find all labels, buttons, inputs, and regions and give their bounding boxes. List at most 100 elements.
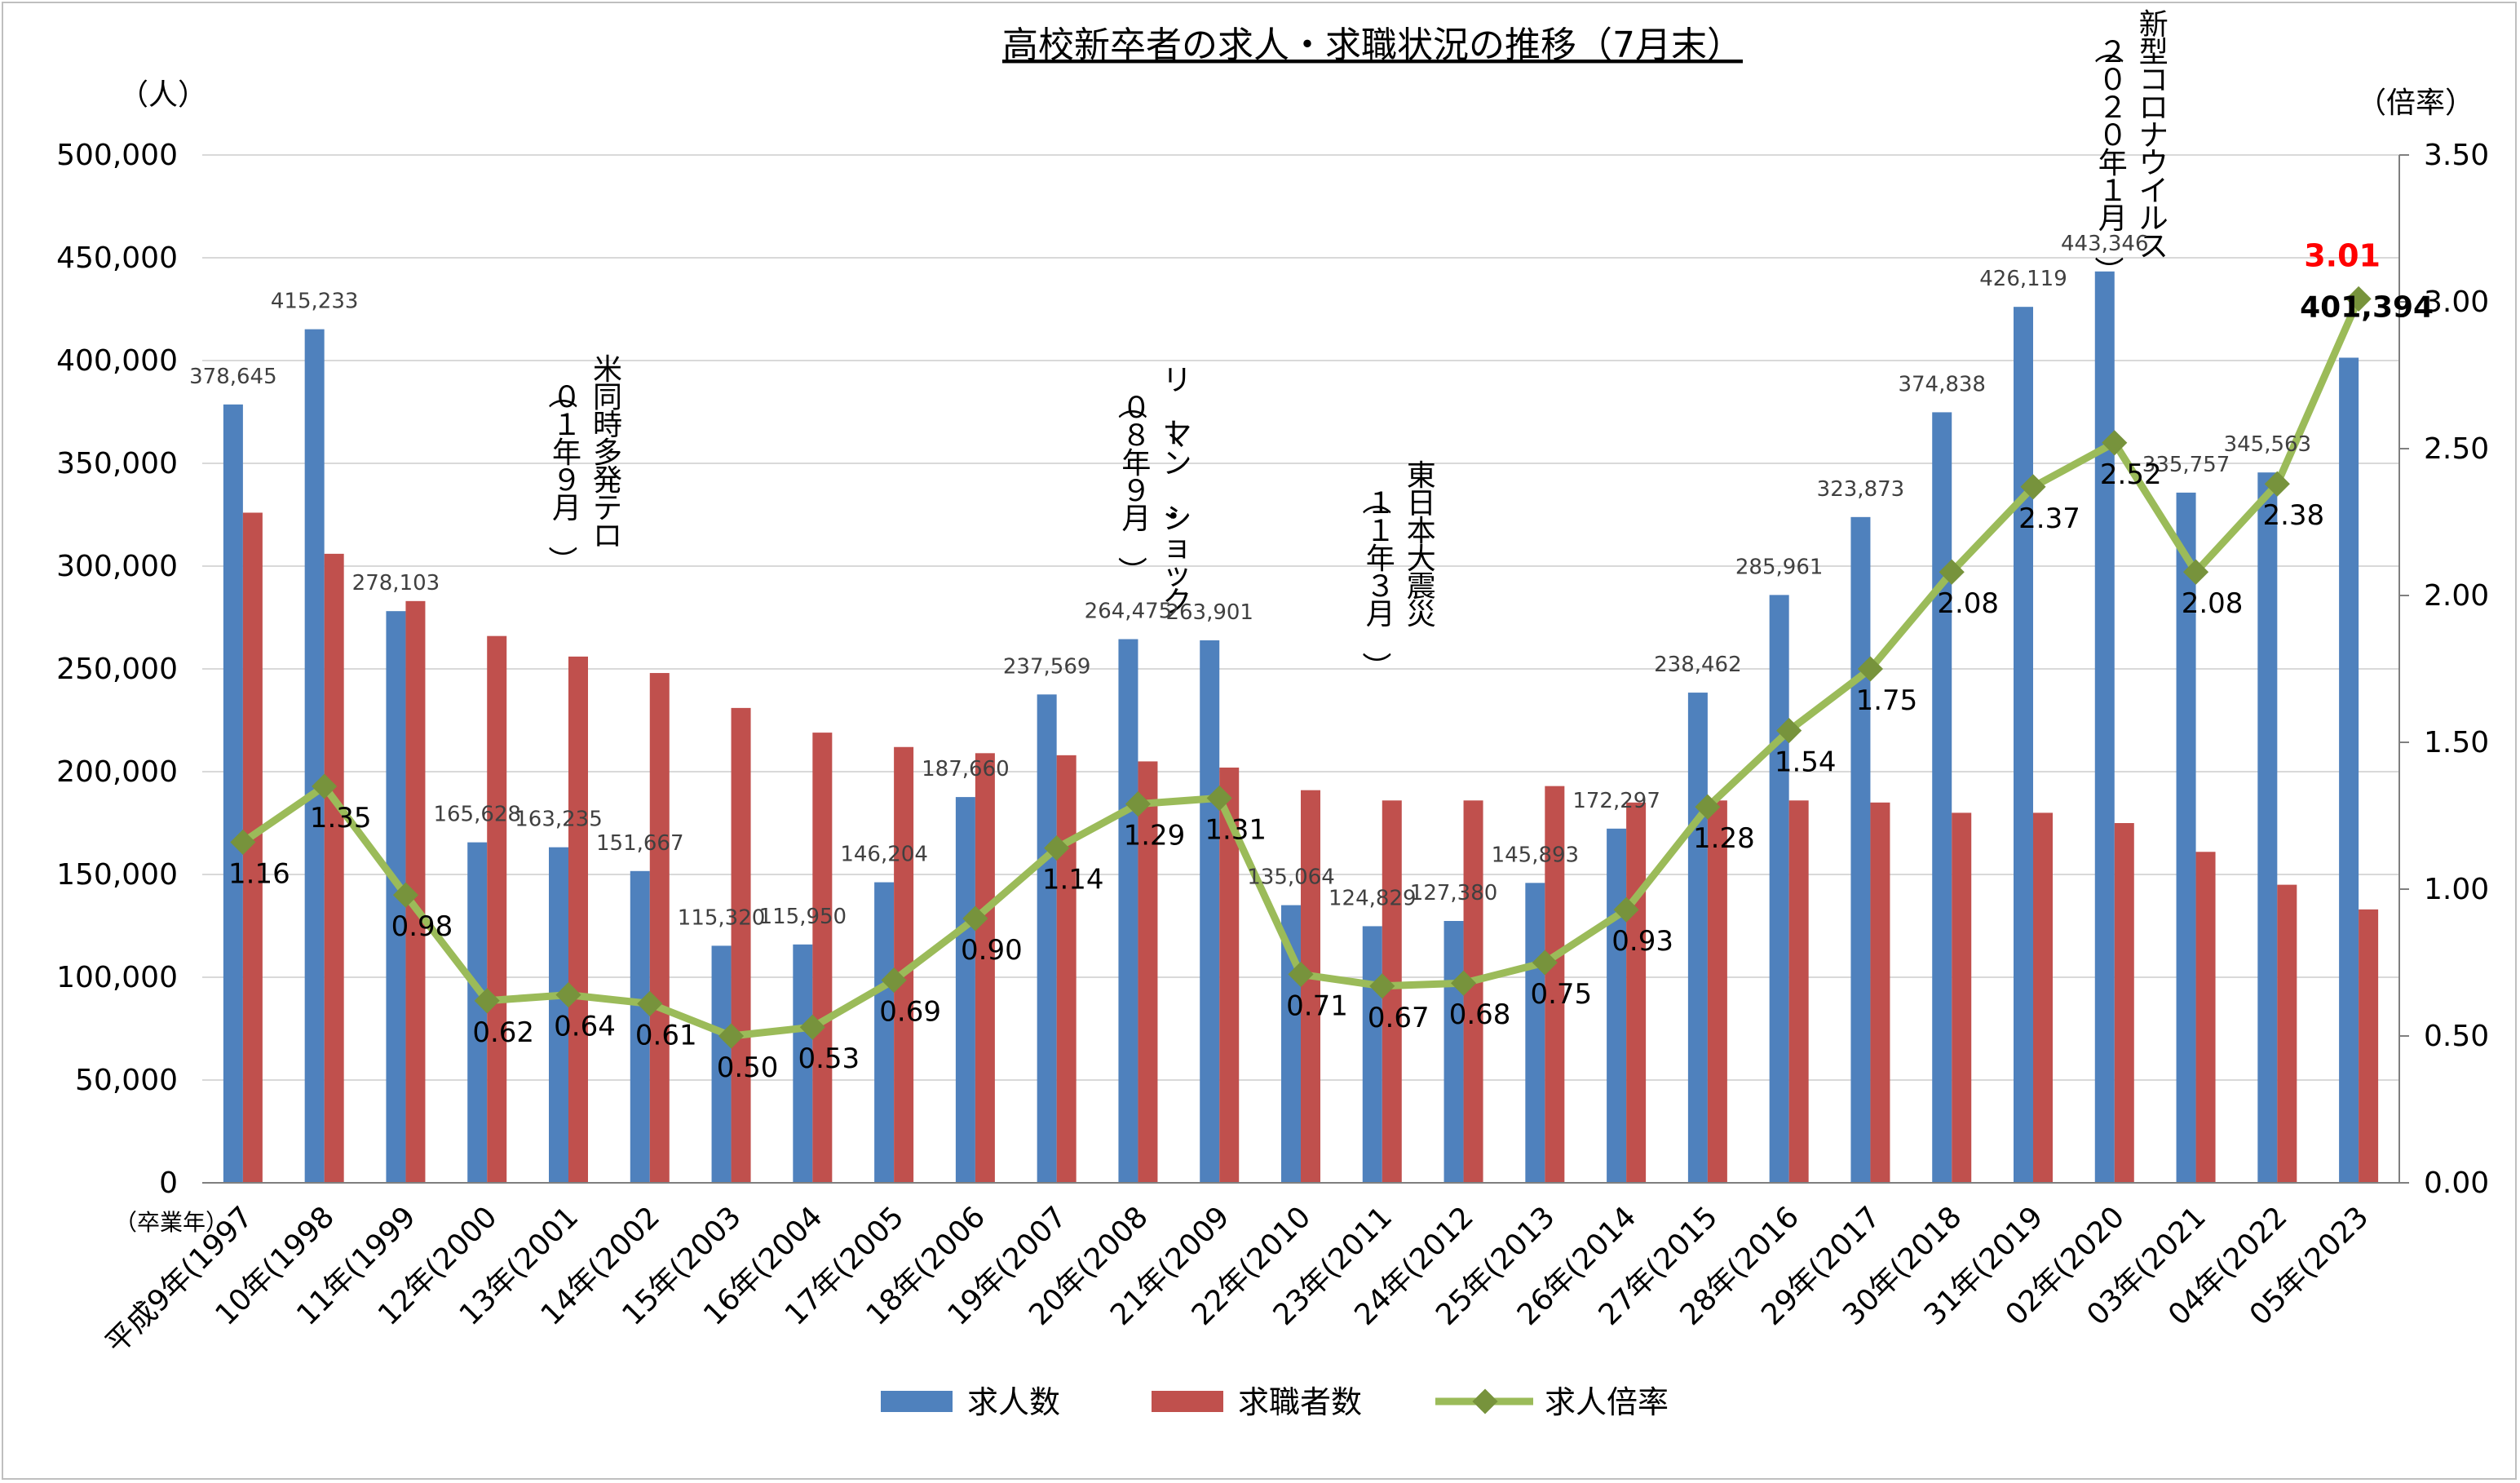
annotation-sub: （１１年３月） bbox=[1359, 485, 1395, 681]
bar-求職者数 bbox=[2033, 812, 2053, 1183]
bar-求人数 bbox=[711, 945, 732, 1183]
y-left-tick-label: 350,000 bbox=[56, 447, 178, 480]
bar-value-label: 124,829 bbox=[1329, 886, 1417, 910]
ratio-value-label: 2.08 bbox=[2182, 587, 2244, 620]
y-left-tick-label: 200,000 bbox=[56, 755, 178, 789]
bar-求職者数 bbox=[2277, 884, 2297, 1183]
bar-value-label: 415,233 bbox=[271, 290, 359, 314]
bar-求人数 bbox=[1118, 639, 1138, 1183]
bar-求人数 bbox=[1037, 694, 1057, 1183]
y-right-tick-label: 1.50 bbox=[2424, 726, 2489, 759]
bar-value-label: 278,103 bbox=[352, 571, 440, 595]
bar-求人数 bbox=[1200, 640, 1220, 1183]
bar-value-label: 323,873 bbox=[1817, 477, 1905, 502]
point-求人倍率 bbox=[1857, 656, 1884, 682]
x-axis-unit: （卒業年） bbox=[114, 1209, 228, 1236]
bar-value-label: 237,569 bbox=[1003, 654, 1091, 679]
bar-求人数 bbox=[1932, 412, 1952, 1184]
point-求人倍率 bbox=[881, 967, 907, 994]
point-求人倍率 bbox=[312, 773, 338, 799]
bar-value-label: 426,119 bbox=[1979, 267, 2067, 291]
y-left-tick-label: 100,000 bbox=[56, 961, 178, 994]
bar-求人数 bbox=[955, 797, 975, 1183]
ratio-value-label: 2.52 bbox=[2100, 458, 2162, 491]
ratio-value-label: 1.28 bbox=[1693, 822, 1755, 855]
bar-求職者数 bbox=[812, 733, 833, 1183]
ratio-value-label: 3.01 bbox=[2304, 237, 2381, 273]
annotation-text: リーマン・ショック bbox=[1155, 364, 1191, 619]
ratio-value-label: 0.61 bbox=[635, 1019, 697, 1051]
point-求人倍率 bbox=[2264, 471, 2290, 497]
bar-value-label: 151,667 bbox=[596, 831, 684, 856]
bar-求人数 bbox=[793, 944, 813, 1183]
y-left-tick-label: 450,000 bbox=[56, 241, 178, 275]
bar-求人数 bbox=[1443, 921, 1464, 1183]
bar-求人数 bbox=[2014, 307, 2033, 1183]
bar-求職者数 bbox=[2195, 852, 2216, 1183]
point-求人倍率 bbox=[1288, 961, 1314, 987]
bar-求人数 bbox=[2094, 271, 2115, 1183]
ratio-value-label: 0.50 bbox=[717, 1051, 779, 1084]
annotation-sub: （０８年９月） bbox=[1114, 390, 1151, 586]
ratio-value-label: 0.75 bbox=[1530, 978, 1592, 1011]
bar-求職者数 bbox=[2359, 909, 2379, 1183]
ratio-value-label: 0.71 bbox=[1286, 989, 1348, 1022]
point-求人倍率 bbox=[2182, 559, 2209, 585]
chart-title: 高校新卒者の求人・求職状況の推移（7月末） bbox=[1002, 24, 1743, 66]
ratio-value-label: 0.53 bbox=[798, 1043, 860, 1075]
ratio-value-label: 1.14 bbox=[1042, 864, 1104, 896]
bar-求人数 bbox=[630, 870, 650, 1183]
bar-value-label: 165,628 bbox=[433, 803, 521, 827]
ratio-value-label: 2.08 bbox=[1937, 587, 1999, 620]
point-求人倍率 bbox=[230, 829, 256, 855]
bar-求職者数 bbox=[1138, 761, 1158, 1183]
annotation-sub: （０１年９月） bbox=[545, 379, 581, 575]
ratio-value-label: 0.98 bbox=[391, 910, 453, 943]
bar-求職者数 bbox=[568, 656, 588, 1183]
bar-value-label: 335,757 bbox=[2142, 453, 2230, 477]
point-求人倍率 bbox=[1044, 835, 1070, 861]
ratio-value-label: 0.93 bbox=[1611, 925, 1673, 958]
point-求人倍率 bbox=[1613, 896, 1639, 923]
bar-求職者数 bbox=[2114, 823, 2134, 1183]
legend-label: 求人数 bbox=[967, 1384, 1060, 1420]
bar-value-label: 115,950 bbox=[759, 905, 847, 929]
point-求人倍率 bbox=[1532, 950, 1558, 976]
annotation-text: 新型コロナウイルス bbox=[2139, 8, 2169, 263]
bar-求人数 bbox=[1525, 883, 1545, 1183]
bar-求職者数 bbox=[1626, 802, 1647, 1183]
bar-value-label: 378,645 bbox=[189, 365, 277, 389]
ratio-value-label: 0.68 bbox=[1449, 998, 1511, 1031]
y-right-tick-label: 0.50 bbox=[2424, 1020, 2489, 1053]
legend-label: 求人倍率 bbox=[1545, 1384, 1669, 1420]
y-right-tick-label: 1.00 bbox=[2424, 873, 2489, 906]
bar-求人数 bbox=[1769, 595, 1789, 1183]
point-求人倍率 bbox=[1695, 794, 1721, 820]
bar-求人数 bbox=[1850, 516, 1871, 1183]
ratio-value-label: 1.31 bbox=[1205, 813, 1267, 846]
bar-value-label: 263,901 bbox=[1165, 600, 1253, 625]
point-求人倍率 bbox=[2020, 474, 2046, 500]
bar-value-label: 443,346 bbox=[2061, 232, 2149, 256]
bar-求職者数 bbox=[731, 707, 751, 1183]
y-left-tick-label: 0 bbox=[159, 1166, 178, 1200]
point-求人倍率 bbox=[2345, 286, 2372, 312]
point-求人倍率 bbox=[392, 882, 419, 908]
point-求人倍率 bbox=[1939, 559, 1965, 585]
bar-求人数 bbox=[1607, 828, 1627, 1183]
legend-swatch bbox=[881, 1391, 953, 1412]
point-求人倍率 bbox=[1369, 973, 1395, 999]
ratio-value-label: 1.75 bbox=[1856, 684, 1918, 717]
y-left-tick-label: 50,000 bbox=[75, 1064, 178, 1097]
bar-求職者数 bbox=[324, 553, 344, 1183]
legend-swatch bbox=[1152, 1391, 1223, 1412]
bar-求職者数 bbox=[1545, 786, 1565, 1183]
bar-value-label: 285,961 bbox=[1735, 555, 1824, 579]
bar-value-label: 163,235 bbox=[515, 808, 603, 832]
point-求人倍率 bbox=[1450, 970, 1477, 996]
point-求人倍率 bbox=[962, 905, 988, 932]
right-axis-unit: （倍率） bbox=[2357, 86, 2474, 120]
bar-求職者数 bbox=[975, 753, 995, 1183]
